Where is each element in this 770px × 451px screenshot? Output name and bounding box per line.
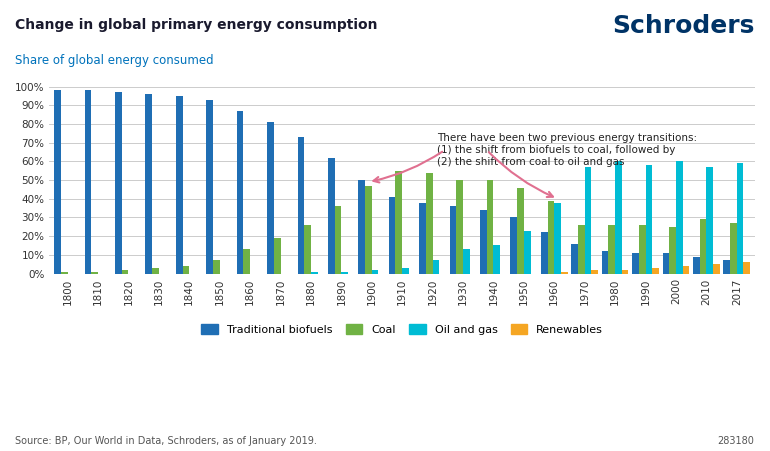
Bar bbox=[713, 264, 720, 273]
Bar bbox=[571, 244, 578, 273]
Bar bbox=[524, 230, 531, 273]
Bar bbox=[744, 262, 750, 273]
Bar bbox=[645, 165, 652, 273]
Bar bbox=[341, 272, 348, 273]
Bar bbox=[578, 225, 584, 273]
Bar bbox=[480, 210, 487, 273]
Bar bbox=[274, 238, 280, 273]
Bar bbox=[433, 260, 440, 273]
Bar bbox=[487, 180, 494, 273]
Bar bbox=[494, 245, 500, 273]
Bar bbox=[267, 122, 274, 273]
Bar bbox=[122, 270, 129, 273]
Bar bbox=[591, 270, 598, 273]
Bar bbox=[601, 251, 608, 273]
Bar bbox=[706, 167, 713, 273]
Bar bbox=[584, 167, 591, 273]
Bar bbox=[419, 202, 426, 273]
Legend: Traditional biofuels, Coal, Oil and gas, Renewables: Traditional biofuels, Coal, Oil and gas,… bbox=[197, 319, 608, 339]
Bar bbox=[365, 186, 372, 273]
Bar bbox=[328, 158, 335, 273]
Bar bbox=[511, 217, 517, 273]
Bar bbox=[54, 90, 61, 273]
Bar bbox=[554, 202, 561, 273]
Bar bbox=[615, 161, 622, 273]
Bar bbox=[683, 266, 689, 273]
Bar bbox=[304, 225, 311, 273]
Bar bbox=[182, 266, 189, 273]
Bar bbox=[723, 260, 730, 273]
Bar bbox=[61, 272, 68, 273]
Bar bbox=[396, 171, 402, 273]
Text: 283180: 283180 bbox=[718, 437, 755, 446]
Bar bbox=[693, 257, 700, 273]
Bar bbox=[561, 272, 567, 273]
Bar bbox=[669, 227, 676, 273]
Bar bbox=[652, 268, 659, 273]
Bar bbox=[639, 225, 645, 273]
Bar bbox=[85, 90, 92, 273]
Bar bbox=[297, 137, 304, 273]
Bar bbox=[176, 96, 182, 273]
Bar bbox=[457, 180, 463, 273]
Bar bbox=[547, 201, 554, 273]
Text: Share of global energy consumed: Share of global energy consumed bbox=[15, 54, 214, 67]
Bar bbox=[676, 161, 683, 273]
Bar bbox=[737, 163, 744, 273]
Bar bbox=[115, 92, 122, 273]
Text: Schroders: Schroders bbox=[612, 14, 755, 37]
Bar bbox=[517, 188, 524, 273]
Bar bbox=[92, 272, 98, 273]
Bar bbox=[450, 206, 457, 273]
Bar bbox=[335, 206, 341, 273]
Bar bbox=[632, 253, 639, 273]
Text: Change in global primary energy consumption: Change in global primary energy consumpt… bbox=[15, 18, 378, 32]
Bar bbox=[206, 100, 213, 273]
Bar bbox=[608, 225, 615, 273]
Bar bbox=[662, 253, 669, 273]
Bar bbox=[372, 270, 379, 273]
Bar bbox=[358, 180, 365, 273]
Bar bbox=[541, 232, 547, 273]
Bar bbox=[730, 223, 737, 273]
Bar bbox=[146, 94, 152, 273]
Bar bbox=[311, 272, 318, 273]
Bar bbox=[463, 249, 470, 273]
Bar bbox=[243, 249, 250, 273]
Bar bbox=[389, 197, 396, 273]
Bar bbox=[152, 268, 159, 273]
Bar bbox=[402, 268, 409, 273]
Bar bbox=[213, 260, 219, 273]
Bar bbox=[426, 173, 433, 273]
Bar bbox=[236, 111, 243, 273]
Bar bbox=[700, 219, 706, 273]
Text: Source: BP, Our World in Data, Schroders, as of January 2019.: Source: BP, Our World in Data, Schroders… bbox=[15, 437, 317, 446]
Text: There have been two previous energy transitions:
(1) the shift from biofuels to : There have been two previous energy tran… bbox=[437, 133, 698, 166]
Bar bbox=[622, 270, 628, 273]
